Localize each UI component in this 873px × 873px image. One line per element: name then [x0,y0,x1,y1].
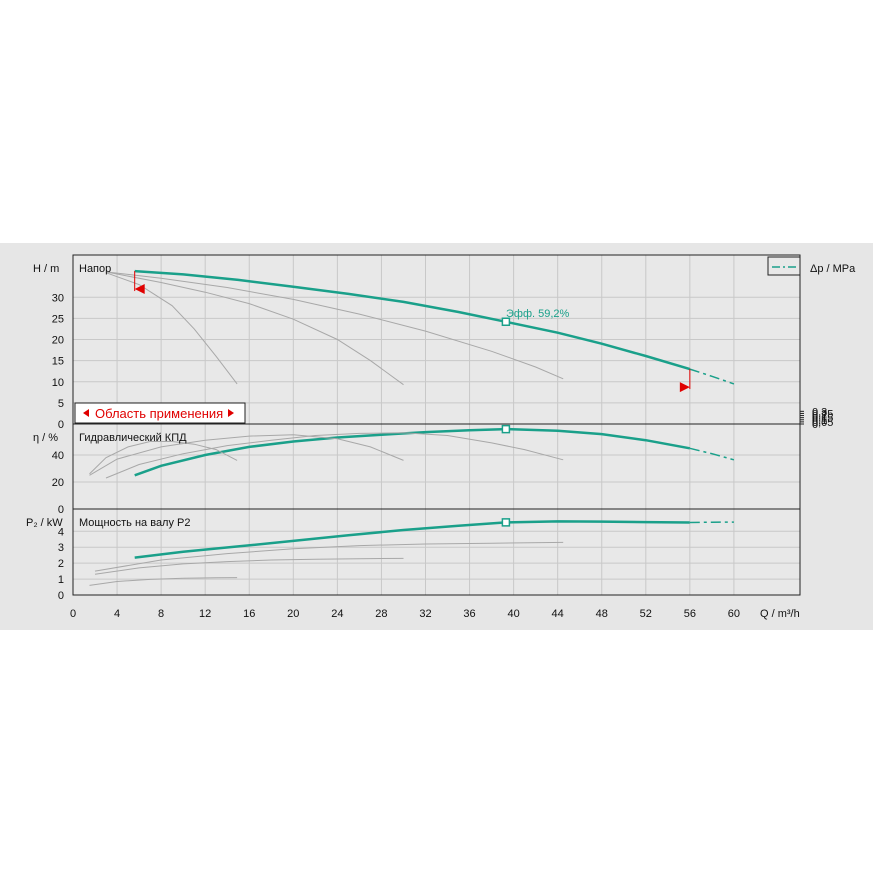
power-panel-title: Мощность на валу P2 [79,517,191,529]
y-tick-label: 10 [52,377,64,389]
power-speed-curve [89,577,238,586]
y-tick-label: 2 [58,558,64,570]
efficiency-operating-point [501,424,511,434]
application-range: Область применения [74,402,246,424]
y-tick-label: 5 [58,398,64,410]
y-tick-label: 15 [52,356,64,368]
x-tick-label: 28 [375,608,387,620]
efficiency-extension-curve [689,447,735,461]
efficiency-label: Эфф. 59,2% [506,308,570,320]
legend-box [767,256,801,276]
y-tick-label: 4 [58,526,64,538]
efficiency-speed-curve [89,441,238,475]
x-tick-label: 12 [199,608,211,620]
y-tick-label: 0 [58,419,64,431]
range-label: Область применения [95,406,223,421]
efficiency-axis-label: η / % [33,432,58,444]
x-tick-label: 52 [640,608,652,620]
y2-tick-label: 0,15 [812,413,833,425]
plot-frame [72,254,801,596]
efficiency-speed-curve [105,432,564,479]
y2-tick-label: 0,25 [812,408,833,420]
y-tick-label: 20 [52,335,64,347]
efficiency-main-curve [134,427,691,477]
head-panel-title: Напор [79,263,111,275]
range-end-marker [679,382,690,393]
power-operating-point [501,518,511,527]
efficiency-speed-curve [89,434,404,476]
legend: Δp / MPa [767,256,856,276]
y-tick-label: 40 [52,450,64,462]
y-tick-label: 3 [58,542,64,554]
legend-label: Δp / MPa [810,263,856,275]
x-tick-label: 56 [684,608,696,620]
head-operating-point [501,317,511,327]
y2-tick-label: 0,05 [812,417,833,429]
y2-tick-label: 0,1 [812,415,827,427]
power-speed-curve [94,557,404,575]
x-tick-label: 60 [728,608,740,620]
plot-area [73,255,800,595]
x-tick-label: 8 [158,608,164,620]
x-tick-label: 0 [70,608,76,620]
power-axis-label: P₂ / kW [26,517,63,529]
curves [89,269,735,586]
y-tick-label: 30 [52,292,64,304]
head-extension-curve [689,368,735,385]
y-tick-label: 20 [52,477,64,489]
head-speed-curve [105,271,564,380]
head-axis-label: H / m [33,263,59,275]
x-tick-label: 4 [114,608,120,620]
x-axis-label: Q / m³/h [760,608,800,620]
x-tick-label: 40 [507,608,519,620]
head-speed-curve [105,271,404,386]
x-tick-label: 20 [287,608,299,620]
x-tick-label: 48 [596,608,608,620]
range-label-box [74,402,246,424]
x-tick-label: 24 [331,608,343,620]
power-speed-curve [94,541,564,572]
y-tick-label: 0 [58,590,64,602]
y2-tick-label: 0,3 [812,406,827,418]
x-tick-label: 16 [243,608,255,620]
x-tick-label: 36 [463,608,475,620]
range-right-arrow-icon [228,409,234,417]
y-tick-label: 0 [58,504,64,516]
head-speed-curve [105,272,238,385]
efficiency-panel-title: Гидравлический КПД [79,432,187,444]
x-tick-label: 44 [552,608,564,620]
y2-tick-label: 0,2 [812,411,827,423]
y-tick-label: 1 [58,574,64,586]
x-tick-label: 32 [419,608,431,620]
tick-labels: 05101520253000,050,10,150,20,250,3020400… [52,292,834,620]
y2-tick-label: 0 [812,419,818,431]
y-tick-label: 25 [52,313,64,325]
head-main-curve [134,269,691,371]
power-main-curve [134,520,690,559]
range-start-marker [134,284,145,295]
range-left-arrow-icon [83,409,89,417]
